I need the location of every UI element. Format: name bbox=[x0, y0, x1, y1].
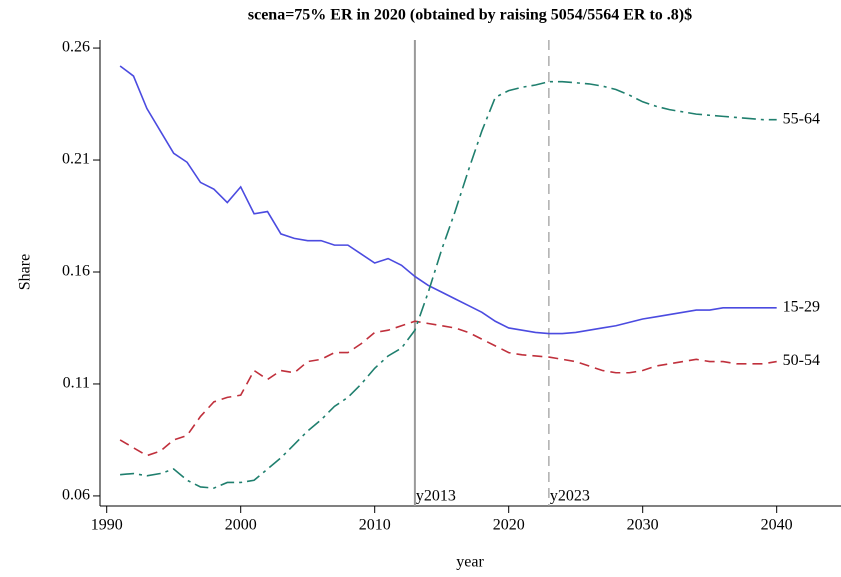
x-axis-label: year bbox=[456, 554, 484, 571]
series-label: 50-54 bbox=[783, 352, 820, 369]
x-tick-label: 1990 bbox=[91, 517, 123, 534]
reference-label: y2023 bbox=[550, 488, 590, 505]
x-tick-label: 2010 bbox=[359, 517, 391, 534]
x-tick-label: 2020 bbox=[493, 517, 525, 534]
y-tick-label: 0.26 bbox=[62, 39, 90, 56]
series-label: 55-64 bbox=[783, 110, 820, 127]
series-label: 15-29 bbox=[783, 298, 820, 315]
x-tick-label: 2000 bbox=[225, 517, 257, 534]
y-axis-label: Share bbox=[17, 254, 34, 290]
series-line bbox=[120, 80, 777, 489]
reference-label: y2013 bbox=[416, 488, 456, 505]
y-tick-label: 0.11 bbox=[63, 375, 90, 392]
x-tick-label: 2030 bbox=[627, 517, 659, 534]
series-line bbox=[119, 320, 777, 457]
x-tick-label: 2040 bbox=[761, 517, 793, 534]
y-tick-label: 0.06 bbox=[62, 487, 90, 504]
y-tick-label: 0.16 bbox=[62, 263, 90, 280]
chart-title: scena=75% ER in 2020 (obtained by raisin… bbox=[248, 7, 692, 24]
y-tick-label: 0.21 bbox=[62, 151, 90, 168]
series-line bbox=[119, 65, 777, 335]
